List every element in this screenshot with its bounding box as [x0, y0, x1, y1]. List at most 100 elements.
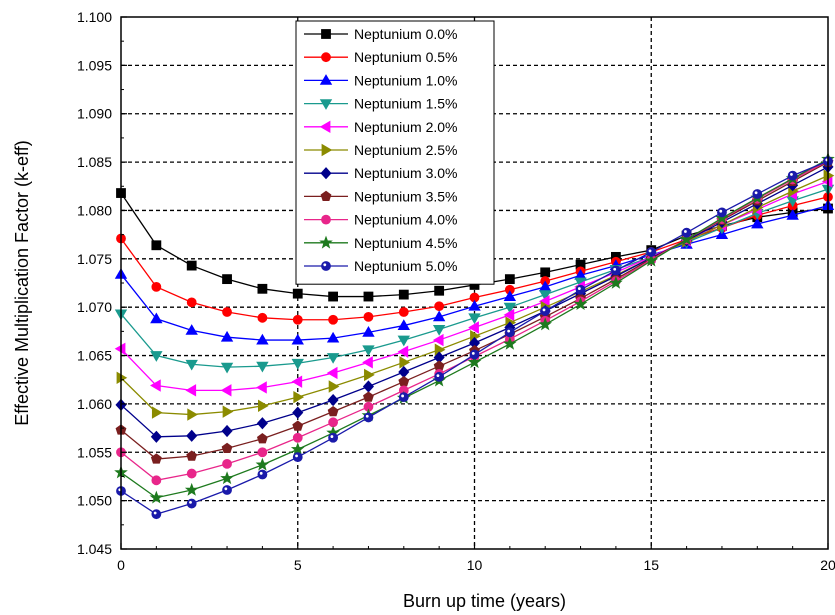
data-point [293, 390, 305, 404]
marker-outer [575, 284, 586, 295]
legend-marker [319, 235, 333, 249]
data-point [186, 498, 197, 509]
data-point [503, 290, 517, 301]
legend-label: Neptunium 2.0% [354, 119, 458, 135]
legend-marker [320, 167, 332, 180]
data-point [185, 324, 198, 335]
data-point [150, 453, 162, 464]
legend-item: Neptunium 4.0% [304, 212, 458, 228]
marker-highlight [790, 173, 793, 176]
y-tick-label: 1.070 [77, 299, 112, 315]
legend-marker [319, 99, 333, 110]
x-tick-label: 0 [117, 557, 125, 573]
data-point [186, 468, 197, 479]
data-point [222, 485, 232, 495]
marker-outer [257, 469, 268, 480]
marker-highlight [330, 435, 334, 438]
data-point [363, 391, 374, 402]
data-point [151, 406, 163, 419]
data-point [291, 375, 303, 388]
y-tick-label: 1.065 [77, 348, 112, 364]
data-point [363, 412, 374, 423]
y-tick-label: 1.075 [77, 251, 112, 267]
legend-item: Neptunium 3.5% [304, 188, 458, 204]
data-point [292, 432, 303, 443]
legend-marker [321, 52, 331, 63]
data-point [432, 310, 446, 322]
data-point [290, 442, 305, 456]
y-tick-label: 1.045 [77, 541, 112, 557]
marker-outer [717, 207, 727, 218]
data-point [222, 405, 234, 418]
data-point [362, 326, 375, 337]
data-point [291, 333, 304, 345]
data-point [326, 366, 338, 380]
marker-highlight [224, 487, 228, 491]
data-point [151, 509, 162, 520]
data-point [256, 417, 268, 430]
legend-label: Neptunium 3.5% [354, 188, 458, 204]
legend-marker [320, 190, 332, 202]
marker-outer [292, 452, 303, 463]
data-point [363, 311, 374, 322]
data-point [715, 211, 729, 224]
data-point [467, 355, 482, 369]
marker-outer [681, 227, 692, 238]
data-point [256, 361, 269, 373]
data-point [397, 345, 409, 358]
legend-item: Neptunium 1.5% [304, 96, 458, 112]
y-tick-label: 1.060 [77, 396, 112, 412]
marker-highlight [365, 414, 369, 418]
data-point [398, 392, 409, 403]
data-point [434, 371, 445, 382]
data-point [187, 408, 198, 421]
data-point [644, 253, 659, 267]
marker-highlight [684, 230, 687, 233]
legend-marker [319, 74, 333, 85]
data-point [503, 308, 515, 322]
data-point [786, 208, 799, 220]
data-point [150, 351, 163, 362]
data-point [256, 381, 267, 394]
data-point [257, 469, 268, 480]
marker-highlight [719, 209, 723, 213]
data-point [221, 424, 233, 438]
data-point [292, 420, 304, 431]
y-tick-label: 1.080 [77, 202, 112, 218]
legend-marker [319, 120, 331, 133]
data-point [328, 380, 340, 393]
data-point [363, 291, 374, 302]
marker-highlight [542, 308, 546, 312]
data-point [434, 301, 445, 312]
marker-outer [328, 432, 339, 443]
data-point [257, 312, 268, 323]
data-point [398, 307, 409, 317]
x-tick-label: 10 [467, 557, 483, 573]
legend-label: Neptunium 0.0% [354, 26, 458, 42]
legend: Neptunium 0.0% Neptunium 0.5% Neptunium 1.… [295, 20, 495, 285]
legend-label: Neptunium 3.0% [354, 165, 458, 181]
marker-highlight [577, 287, 581, 290]
data-point [328, 432, 339, 443]
marker-highlight [401, 394, 404, 398]
data-point [468, 299, 481, 311]
marker-highlight [754, 191, 758, 195]
data-point [327, 393, 339, 407]
data-point [362, 345, 375, 357]
data-point [787, 170, 798, 181]
data-point [257, 283, 268, 294]
legend-item: Neptunium 2.5% [304, 142, 458, 158]
data-point [679, 232, 694, 246]
marker-outer [151, 509, 162, 520]
data-point [186, 450, 198, 461]
legend-item: Neptunium 5.0% [304, 258, 458, 274]
data-point [752, 189, 763, 199]
marker-highlight [507, 329, 511, 333]
data-point [186, 429, 198, 442]
data-point [222, 307, 232, 317]
marker-highlight [259, 471, 263, 475]
marker-outer [752, 189, 763, 199]
data-point [468, 321, 479, 334]
x-axis-title: Burn up time (years) [403, 591, 566, 611]
marker-outer [321, 261, 331, 271]
